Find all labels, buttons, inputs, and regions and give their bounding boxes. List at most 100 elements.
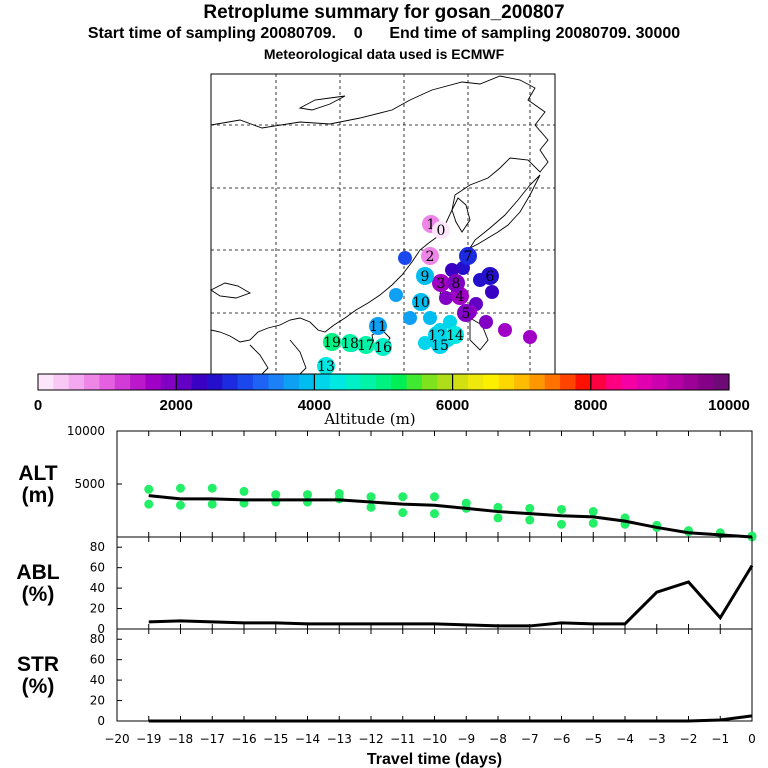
str-label: STR bbox=[17, 653, 59, 676]
altitude-colorbar: 0 2000 4000 6000 8000 10000 bbox=[34, 373, 750, 414]
abl-unit: (%) bbox=[22, 583, 55, 606]
colorbar-tick-label: 2000 bbox=[160, 397, 193, 414]
plume-marker-label: 6 bbox=[486, 269, 495, 285]
altitude-point bbox=[588, 507, 598, 517]
colorbar-swatch bbox=[145, 374, 162, 390]
end-time-label: End time of sampling 20080709. 30000 bbox=[389, 25, 681, 42]
colorbar-swatch bbox=[130, 374, 147, 390]
plume-marker bbox=[374, 338, 392, 356]
colorbar-tick-label: 10000 bbox=[708, 397, 750, 414]
colorbar-swatch bbox=[467, 374, 484, 390]
str-y-tick-label: 40 bbox=[90, 673, 105, 687]
colorbar-swatch bbox=[375, 374, 392, 390]
altitude-point bbox=[525, 503, 535, 513]
chart-title: Retroplume summary for gosan_200807 bbox=[203, 2, 565, 23]
altitude-mean-line bbox=[148, 494, 753, 539]
altitude-y-tick-label: 10000 bbox=[67, 424, 105, 438]
colorbar-swatch bbox=[713, 374, 730, 390]
abl-y-tick-label: 0 bbox=[97, 622, 105, 636]
colorbar-swatch bbox=[68, 374, 85, 390]
plume-cluster-marker bbox=[523, 330, 537, 344]
colorbar-swatch bbox=[529, 374, 546, 390]
colorbar-swatch bbox=[483, 374, 500, 390]
altitude-point bbox=[207, 483, 217, 493]
abl-line bbox=[148, 564, 754, 628]
altitude-point bbox=[144, 484, 154, 494]
x-tick-label: −16 bbox=[231, 732, 256, 746]
plume-cluster-marker bbox=[403, 311, 417, 325]
plume-cluster-marker bbox=[398, 251, 412, 265]
x-tick-label: −5 bbox=[584, 732, 602, 746]
altitude-point bbox=[398, 508, 408, 518]
korea-outline bbox=[451, 197, 471, 233]
altitude-point bbox=[493, 513, 503, 523]
altitude-point bbox=[239, 486, 249, 496]
plume-marker bbox=[421, 247, 439, 265]
plume-cluster-marker bbox=[479, 315, 493, 329]
plume-marker-label: 4 bbox=[456, 289, 465, 305]
altitude-point bbox=[430, 492, 439, 502]
colorbar-frame bbox=[37, 373, 730, 391]
lake-outline bbox=[298, 95, 346, 111]
x-tick-label: −14 bbox=[295, 732, 320, 746]
plume-marker-label: 17 bbox=[357, 338, 375, 354]
colorbar-swatch bbox=[698, 374, 715, 390]
plume-marker bbox=[459, 247, 477, 265]
colorbar-swatch bbox=[406, 374, 423, 390]
plume-marker-label: 7 bbox=[464, 249, 473, 265]
plume-marker-label: 13 bbox=[317, 359, 335, 375]
colorbar-swatch bbox=[544, 374, 561, 390]
str-line bbox=[148, 714, 753, 723]
colorbar-swatch bbox=[437, 374, 454, 390]
colorbar-swatch bbox=[329, 374, 346, 390]
plume-marker-label: 15 bbox=[431, 338, 449, 354]
str-y-tick-label: 20 bbox=[90, 694, 105, 708]
altitude-point bbox=[430, 509, 439, 519]
altitude-point bbox=[557, 504, 566, 514]
colorbar-swatch bbox=[237, 374, 254, 390]
colorbar-tick-label: 6000 bbox=[436, 397, 469, 414]
start-time-label: Start time of sampling 20080709. bbox=[87, 25, 336, 42]
colorbar-swatch bbox=[421, 374, 438, 390]
colorbar-swatch bbox=[206, 374, 223, 390]
plume-cluster-marker bbox=[439, 291, 453, 305]
plume-marker-label: 9 bbox=[421, 269, 430, 285]
colorbar-swatch bbox=[299, 374, 315, 390]
colorbar-swatch bbox=[345, 374, 362, 390]
colorbar-axis-label: Altitude (m) bbox=[323, 410, 415, 428]
colorbar-swatch bbox=[252, 374, 269, 390]
str-y-tick-label: 60 bbox=[90, 653, 105, 667]
x-tick-label: −18 bbox=[168, 732, 193, 746]
plume-marker bbox=[416, 267, 434, 285]
colorbar-swatch bbox=[84, 374, 101, 390]
colorbar-swatch bbox=[283, 374, 300, 390]
colorbar-swatch bbox=[575, 374, 592, 390]
time-series-panels: 500010000ALT(m)020406080ABL(%)020406080S… bbox=[16, 424, 757, 768]
abl-y-tick-label: 20 bbox=[90, 602, 105, 616]
plume-marker-label: 3 bbox=[437, 276, 446, 292]
colorbar-swatch bbox=[99, 374, 116, 390]
colorbar-swatch bbox=[222, 374, 239, 390]
x-tick-label: −9 bbox=[457, 732, 475, 746]
colorbar-swatch bbox=[176, 374, 193, 390]
colorbar-swatch bbox=[621, 374, 638, 390]
plume-marker bbox=[481, 267, 499, 285]
x-tick-label: −13 bbox=[327, 732, 352, 746]
str-y-tick-label: 0 bbox=[97, 714, 105, 728]
colorbar-swatch bbox=[268, 374, 285, 390]
colorbar-swatch bbox=[360, 374, 377, 390]
x-tick-label: −11 bbox=[390, 732, 415, 746]
plume-marker-label: 2 bbox=[426, 249, 435, 265]
plume-marker-label: 0 bbox=[437, 223, 446, 239]
plume-marker bbox=[446, 326, 464, 344]
colorbar-swatch bbox=[114, 374, 131, 390]
str-unit: (%) bbox=[22, 675, 55, 698]
inner-outline bbox=[210, 282, 252, 299]
plume-marker-label: 5 bbox=[462, 306, 471, 322]
x-tick-label: −3 bbox=[648, 732, 666, 746]
x-axis-title: Travel time (days) bbox=[367, 751, 502, 768]
plume-marker bbox=[341, 334, 359, 352]
x-tick-label: −19 bbox=[136, 732, 161, 746]
